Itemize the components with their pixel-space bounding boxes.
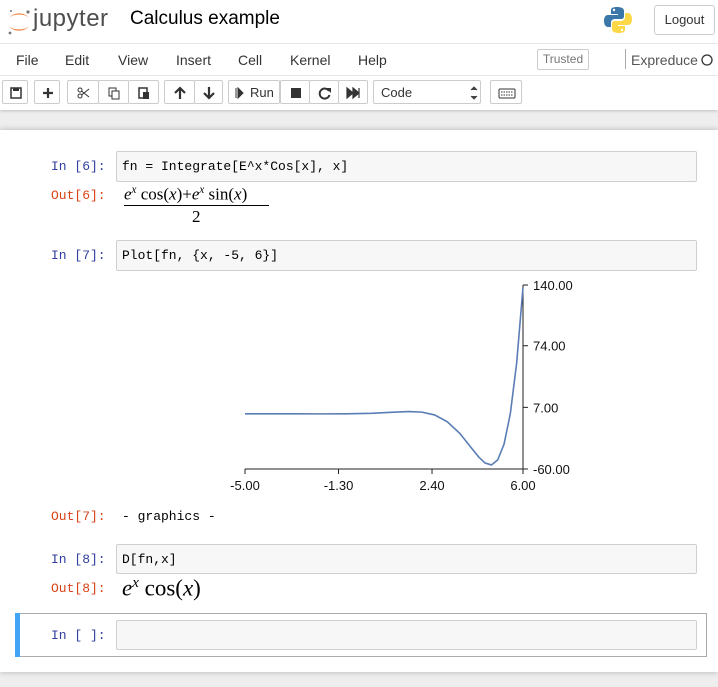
math-symbol: e bbox=[191, 184, 200, 204]
notebook-title[interactable]: Calculus example bbox=[130, 8, 280, 29]
y-tick-label: 74.00 bbox=[533, 339, 566, 354]
math-text: cos( bbox=[138, 575, 183, 601]
code-input[interactable] bbox=[116, 544, 697, 574]
code-text[interactable]: D[fn,x] bbox=[122, 552, 177, 567]
run-all-button[interactable] bbox=[338, 80, 368, 104]
kernel-status bbox=[701, 54, 713, 66]
x-tick-label: -5.00 bbox=[230, 478, 260, 493]
y-tick-label: 7.00 bbox=[533, 400, 558, 415]
math-exponent: x bbox=[131, 184, 137, 196]
move-down-button[interactable] bbox=[194, 80, 223, 104]
math-symbol: x bbox=[234, 184, 242, 204]
menu-item[interactable]: Insert bbox=[176, 52, 212, 68]
run-button[interactable]: Run bbox=[228, 80, 280, 104]
separator bbox=[625, 49, 626, 69]
code-text[interactable]: Plot[fn, {x, -5, 6}] bbox=[122, 248, 279, 263]
plot-line bbox=[244, 287, 524, 466]
menu-item[interactable]: Edit bbox=[65, 52, 90, 68]
move-up-button[interactable] bbox=[164, 80, 195, 104]
trusted-indicator[interactable]: Trusted bbox=[537, 49, 589, 70]
x-tick-label: 2.40 bbox=[419, 478, 444, 493]
output-prompt: Out[7]: bbox=[51, 509, 106, 524]
kernel-name: Expreduce bbox=[631, 52, 698, 68]
code-input[interactable] bbox=[116, 240, 697, 271]
math-exponent: x bbox=[199, 184, 205, 196]
output-text: - graphics - bbox=[122, 509, 216, 524]
code-input[interactable] bbox=[116, 151, 697, 182]
math-exponent: x bbox=[132, 575, 139, 591]
math-text: sin( bbox=[204, 184, 235, 204]
math-text: cos( bbox=[136, 184, 170, 204]
command-palette-button[interactable] bbox=[490, 80, 522, 104]
menu-item[interactable]: Cell bbox=[238, 52, 263, 68]
restart-button[interactable] bbox=[309, 80, 339, 104]
logout-button[interactable]: Logout bbox=[654, 5, 715, 35]
input-prompt: In [6]: bbox=[51, 159, 106, 174]
notebook: In [6]: fn = Integrate[E^x*Cos[x], x] Ou… bbox=[0, 130, 718, 672]
math-text: ) bbox=[241, 184, 248, 204]
logo-text: jupyter bbox=[33, 5, 109, 32]
menu-item[interactable]: File bbox=[16, 52, 39, 68]
save-button[interactable] bbox=[2, 80, 28, 104]
y-tick-label: -60.00 bbox=[533, 462, 570, 477]
menu-item[interactable]: Help bbox=[358, 52, 387, 68]
x-tick-label: 6.00 bbox=[510, 478, 535, 493]
cell-type-select[interactable]: Code bbox=[373, 80, 481, 104]
math-text: )+ bbox=[176, 184, 192, 204]
run-label: Run bbox=[250, 85, 274, 100]
menu-item[interactable]: View bbox=[118, 52, 149, 68]
output-prompt: Out[6]: bbox=[51, 188, 106, 203]
math-symbol: e bbox=[124, 184, 132, 204]
math-symbol: e bbox=[122, 575, 133, 601]
math-output: ex cos(x) bbox=[122, 575, 201, 602]
cut-button[interactable] bbox=[67, 80, 99, 104]
selection-indicator bbox=[15, 613, 20, 657]
python-logo bbox=[604, 7, 632, 33]
output-prompt: Out[8]: bbox=[51, 581, 106, 596]
plot: -5.00 -1.30 2.40 6.00-60.00 7.00 74.00 140.00 bbox=[230, 278, 573, 493]
math-denominator: 2 bbox=[192, 207, 201, 226]
fraction-bar bbox=[124, 205, 269, 206]
y-tick-label: 140.00 bbox=[533, 278, 573, 293]
top-bar: jupyter Calculus example Logout File Edi… bbox=[0, 0, 718, 110]
divider bbox=[0, 43, 718, 44]
input-prompt: In [7]: bbox=[51, 248, 106, 263]
jupyter-logo-icon bbox=[8, 10, 30, 35]
input-prompt: In [8]: bbox=[51, 552, 106, 567]
math-text: ) bbox=[193, 575, 201, 601]
input-prompt: In [ ]: bbox=[51, 628, 106, 643]
copy-button[interactable] bbox=[98, 80, 129, 104]
x-tick-label: -1.30 bbox=[324, 478, 354, 493]
insert-cell-button[interactable] bbox=[34, 80, 60, 104]
interrupt-button[interactable] bbox=[280, 80, 310, 104]
math-symbol: x bbox=[169, 184, 177, 204]
math-numerator: ex cos(x)+ex sin(x) bbox=[124, 184, 247, 205]
code-input[interactable] bbox=[116, 620, 697, 650]
paste-button[interactable] bbox=[128, 80, 159, 104]
math-symbol: x bbox=[182, 575, 194, 601]
code-text[interactable]: fn = Integrate[E^x*Cos[x], x] bbox=[122, 159, 349, 174]
menu-item[interactable]: Kernel bbox=[290, 52, 331, 68]
cell-type-label: Code bbox=[381, 85, 413, 100]
divider bbox=[0, 75, 718, 76]
